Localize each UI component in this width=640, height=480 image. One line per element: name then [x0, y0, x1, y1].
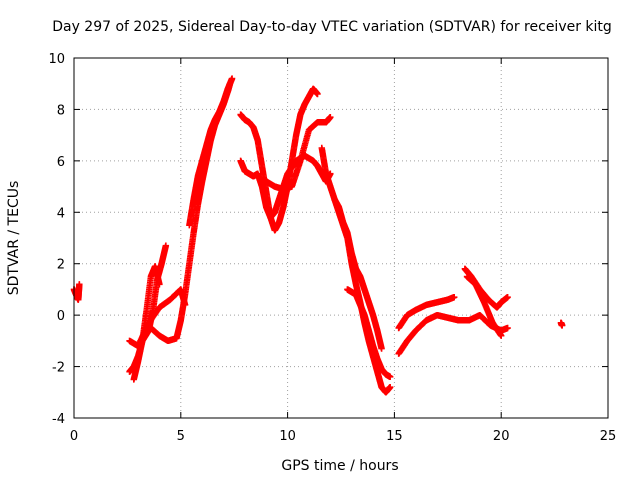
- data-point: [504, 293, 511, 301]
- data-point: [451, 293, 458, 301]
- data-points: [70, 75, 566, 396]
- data-point: [228, 75, 236, 82]
- series-arc-q: [557, 319, 566, 329]
- y-tick-label: 10: [48, 52, 65, 67]
- x-tick-label: 15: [386, 429, 403, 444]
- y-tick-label: 8: [57, 103, 65, 118]
- axis-ticks: 0 5 10 15 20 25 -4 -2 0 2 4 6 8 10: [48, 52, 616, 444]
- series-arc-f: [186, 75, 236, 229]
- plot-frame: [73, 57, 609, 419]
- series-arc-l: [344, 286, 394, 381]
- data-point: [76, 281, 83, 288]
- grid: [73, 57, 609, 419]
- x-tick-label: 25: [600, 429, 617, 444]
- series-arc-d: [126, 286, 189, 350]
- data-point: [327, 113, 334, 121]
- series-arc-p: [463, 273, 505, 339]
- chart-title: Day 297 of 2025, Sidereal Day-to-day VTE…: [52, 19, 612, 35]
- data-point: [156, 281, 163, 288]
- data-point: [558, 322, 566, 329]
- data-point: [314, 90, 321, 98]
- x-tick-label: 20: [493, 429, 510, 444]
- series-arc-a: [70, 281, 83, 303]
- y-tick-label: 6: [57, 155, 65, 170]
- data-point: [162, 242, 170, 249]
- series-arc-n: [395, 293, 458, 332]
- x-axis-label: GPS time / hours: [281, 458, 398, 474]
- series-arc-k: [331, 196, 385, 352]
- y-tick-label: 0: [57, 309, 65, 324]
- y-tick-label: -4: [52, 412, 65, 427]
- data-point: [378, 345, 385, 352]
- x-tick-label: 10: [279, 429, 296, 444]
- y-tick-label: -2: [52, 361, 65, 376]
- data-point: [504, 324, 511, 332]
- series-arc-i: [263, 113, 334, 193]
- y-tick-label: 2: [57, 258, 65, 273]
- x-tick-label: 5: [177, 429, 185, 444]
- y-axis-label: SDTVAR / TECUs: [6, 181, 22, 296]
- data-point: [386, 383, 394, 391]
- data-point: [386, 373, 394, 381]
- y-tick-label: 4: [57, 206, 65, 221]
- data-point: [498, 332, 505, 339]
- x-tick-label: 0: [70, 429, 78, 444]
